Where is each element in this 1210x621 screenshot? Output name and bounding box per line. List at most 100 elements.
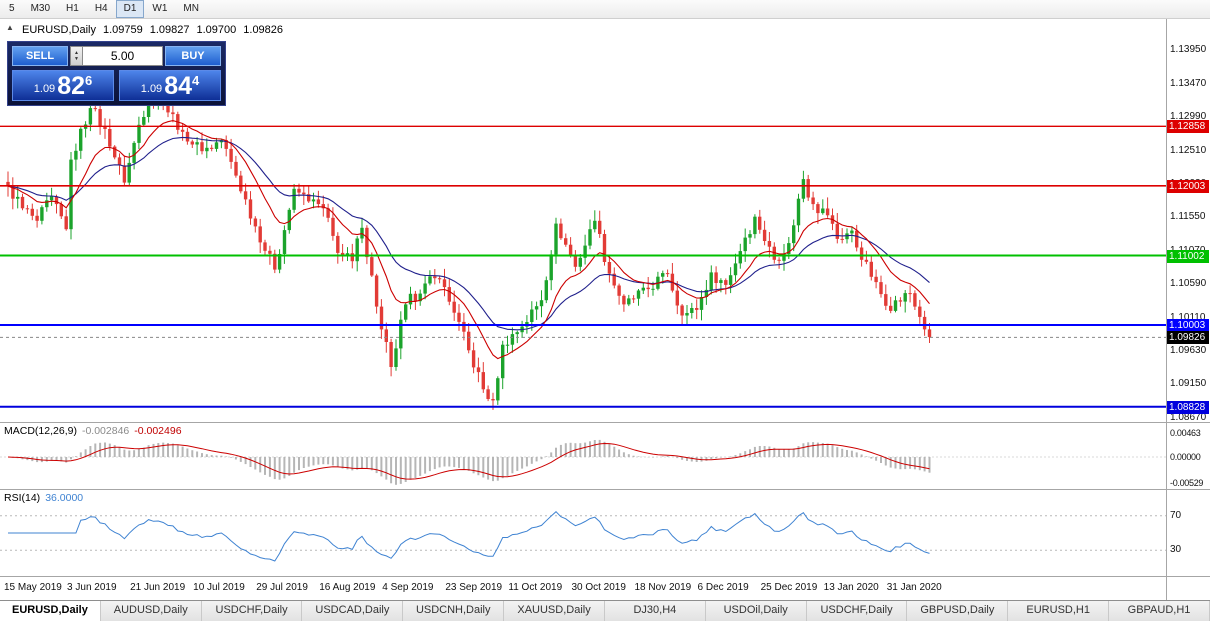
date-label: 23 Sep 2019: [445, 582, 503, 593]
timeframe-toolbar: 5 M30 H1 H4 D1 W1 MN: [0, 0, 1210, 19]
date-label: 10 Jul 2019: [193, 582, 245, 593]
lot-increase-icon[interactable]: ▲: [74, 50, 79, 56]
sell-button[interactable]: SELL: [12, 46, 68, 66]
chart-tab-usdcnh-daily[interactable]: USDCNH,Daily: [403, 601, 505, 621]
chart-tab-usdchf-daily[interactable]: USDCHF,Daily: [806, 601, 908, 621]
chart-tab-usdcad-daily[interactable]: USDCAD,Daily: [302, 601, 404, 621]
date-label: 3 Jun 2019: [67, 582, 117, 593]
chart-tab-eurusd-h1[interactable]: EURUSD,H1: [1008, 601, 1110, 621]
axis-label: 0.00463: [1170, 427, 1201, 438]
axis-label: 1.10110: [1170, 311, 1206, 323]
collapse-arrow-icon: ▲: [6, 23, 14, 32]
lot-size-input[interactable]: 5.00: [83, 46, 163, 66]
chart-tab-xauusd-daily[interactable]: XAUUSD,Daily: [504, 601, 605, 621]
macd-indicator-label: MACD(12,26,9) -0.002846 -0.002496: [4, 425, 187, 437]
timeframe-button-d1[interactable]: D1: [115, 0, 145, 18]
axis-label: 30: [1170, 544, 1182, 556]
date-label: 16 Aug 2019: [319, 582, 376, 593]
level-price-tag: 1.12858: [1167, 120, 1209, 134]
macd-name: MACD(12,26,9): [4, 425, 77, 437]
macd-canvas: [0, 439, 1166, 485]
chart-tab-usdoil-daily[interactable]: USDOil,Daily: [705, 601, 807, 621]
date-label: 11 Oct 2019: [508, 582, 563, 593]
chart-tab-audusd-daily[interactable]: AUDUSD,Daily: [100, 601, 202, 621]
level-price-tag: 1.10003: [1167, 319, 1209, 332]
rsi-axis[interactable]: 70 30: [1166, 490, 1210, 577]
chart-tab-eurusd-daily[interactable]: EURUSD,Daily: [0, 601, 101, 621]
ask-price-big: 84: [164, 72, 192, 100]
rsi-pane[interactable]: RSI(14) 36.0000: [0, 490, 1166, 577]
macd-pane[interactable]: MACD(12,26,9) -0.002846 -0.002496: [0, 423, 1166, 490]
axis-label: 1.12510: [1170, 144, 1207, 156]
timeframe-button-w1[interactable]: W1: [152, 3, 168, 14]
level-price-tag: 1.12003: [1167, 179, 1209, 193]
current-price-tag: 1.09826: [1167, 331, 1209, 345]
axis-label: 1.13470: [1170, 77, 1207, 89]
timeframe-button-h4[interactable]: H4: [94, 3, 108, 14]
date-label: 29 Jul 2019: [256, 582, 308, 593]
timeframe-button-h1[interactable]: H1: [66, 3, 79, 14]
date-label: 31 Jan 2020: [886, 582, 942, 593]
axis-label: 1.12990: [1170, 111, 1207, 123]
lot-size-control: ▲ ▼ 5.00: [70, 46, 163, 66]
axis-label: 70: [1170, 509, 1182, 521]
chart-symbol-label: EURUSD,Daily: [22, 24, 96, 36]
rsi-name: RSI(14): [4, 492, 41, 504]
rsi-indicator-label: RSI(14) 36.0000: [4, 492, 88, 504]
lot-spinner[interactable]: ▲ ▼: [70, 46, 83, 66]
chart-tab-gbpaud-h1[interactable]: GBPAUD,H1: [1109, 601, 1210, 621]
price-chart-pane[interactable]: ▲ EURUSD,Daily 1.09759 1.09827 1.09700 1.098…: [0, 19, 1166, 423]
timeframe-button-mn[interactable]: MN: [183, 3, 199, 14]
buy-button[interactable]: BUY: [165, 46, 221, 66]
axis-label: 1.13950: [1170, 44, 1207, 56]
bid-price-pip: 6: [85, 73, 93, 88]
bid-price-big: 82: [57, 72, 85, 100]
axis-label: -0.00529: [1170, 478, 1204, 488]
chart-tab-usdchf-daily[interactable]: USDCHF,Daily: [201, 601, 303, 621]
one-click-panel-toggle[interactable]: ▲: [6, 23, 14, 32]
date-label: 13 Jan 2020: [823, 582, 879, 593]
date-label: 18 Nov 2019: [634, 582, 692, 593]
date-label: 4 Sep 2019: [382, 582, 434, 593]
macd-main-value: -0.002846: [81, 425, 130, 437]
ohlc-open: 1.09759: [102, 24, 143, 36]
rsi-canvas: [0, 511, 1166, 562]
macd-signal-value: -0.002496: [134, 425, 182, 437]
ohlc-close: 1.09826: [243, 24, 284, 36]
macd-axis[interactable]: 0.00463 0.00000 -0.00529: [1166, 423, 1210, 490]
timeframe-button-5[interactable]: 5: [9, 3, 15, 14]
ask-price-prefix: 1.09: [140, 83, 163, 95]
price-axis[interactable]: 1.139501.134701.129901.125101.120301.115…: [1166, 19, 1210, 423]
chart-ohlc-title: EURUSD,Daily 1.09759 1.09827 1.09700 1.09826: [22, 24, 290, 36]
axis-label: 1.09150: [1170, 378, 1207, 390]
axis-label: 1.09630: [1170, 345, 1207, 356]
sell-price-display[interactable]: 1.09 82 6: [12, 70, 114, 101]
axis-label: 0.00000: [1170, 452, 1201, 462]
chart-window: ▲ EURUSD,Daily 1.09759 1.09827 1.09700 1.098…: [0, 19, 1210, 600]
date-label: 30 Oct 2019: [571, 582, 626, 593]
lot-decrease-icon[interactable]: ▼: [74, 56, 79, 62]
rsi-value: 36.0000: [45, 492, 84, 504]
chart-tab-gbpusd-daily[interactable]: GBPUSD,Daily: [907, 601, 1009, 621]
level-price-tag: 1.08828: [1167, 400, 1209, 414]
ohlc-high: 1.09827: [149, 24, 190, 36]
level-price-tag: 1.11002: [1167, 249, 1209, 263]
time-axis[interactable]: 15 May 2019 3 Jun 2019 21 Jun 2019 10 Jul 2…: [0, 577, 1166, 600]
bid-price-prefix: 1.09: [33, 83, 56, 95]
date-label: 6 Dec 2019: [697, 582, 749, 593]
one-click-trading-panel: SELL ▲ ▼ 5.00 BUY 1.09 82 6 1: [7, 41, 226, 106]
axis-label: 1.10590: [1170, 278, 1207, 290]
price-chart-canvas[interactable]: [0, 19, 1166, 422]
axis-label: 1.08670: [1170, 411, 1207, 423]
ask-price-pip: 4: [192, 73, 200, 88]
chart-tab-bar: EURUSD,Daily AUDUSD,Daily USDCHF,Daily USDC…: [0, 600, 1210, 621]
axis-label: 1.11550: [1170, 211, 1206, 223]
axis-corner: [1166, 577, 1210, 600]
chart-tab-dj30-h4[interactable]: DJ30,H4: [604, 601, 706, 621]
date-label: 15 May 2019: [4, 582, 62, 593]
timeframe-button-m30[interactable]: M30: [30, 3, 51, 14]
ohlc-low: 1.09700: [196, 24, 237, 36]
date-label: 21 Jun 2019: [130, 582, 186, 593]
buy-price-display[interactable]: 1.09 84 4: [119, 70, 221, 101]
